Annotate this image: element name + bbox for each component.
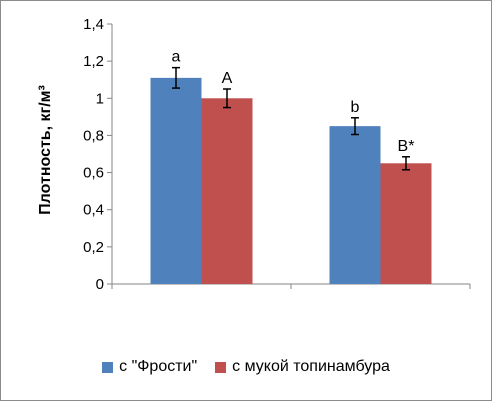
bar: [150, 77, 202, 284]
significance-label: A: [222, 70, 233, 87]
bars: [150, 77, 432, 285]
legend-item-topinambur: с мукой топинамбура: [215, 358, 390, 376]
y-tick-label: 0,6: [83, 165, 104, 182]
significance-label: a: [172, 49, 181, 66]
bar: [380, 163, 432, 284]
significance-label: b: [351, 99, 360, 116]
y-tick-label: 0,2: [83, 239, 104, 256]
significance-labels: a Ab B*: [172, 49, 415, 155]
y-tick-label: 0,8: [83, 127, 104, 144]
legend-swatch-frosty: [102, 361, 114, 373]
bar-chart: a Ab B* 0 0,2 0,4 0,6 0,8 1 1,2 1,4 Плотность, кг…: [37, 16, 471, 293]
legend-label-topinambur: с мукой топинамбура: [232, 358, 390, 375]
legend-item-frosty: с "Фрости": [102, 358, 197, 376]
bar: [329, 126, 381, 285]
bar: [201, 98, 253, 285]
y-tick-label: 1,2: [83, 53, 104, 70]
legend-swatch-topinambur: [215, 361, 227, 373]
significance-label: B*: [398, 138, 415, 155]
error-bars: [172, 66, 410, 171]
y-tick-label: 0: [96, 276, 104, 293]
y-axis-label: Плотность, кг/м³: [37, 85, 54, 215]
y-tick-label: 1,4: [83, 16, 104, 33]
legend-label-frosty: с "Фрости": [119, 358, 198, 375]
y-ticks: 0 0,2 0,4 0,6 0,8 1 1,2 1,4: [83, 16, 112, 293]
legend: с "Фрости" с мукой топинамбура: [0, 358, 492, 376]
y-tick-label: 1: [96, 90, 104, 107]
y-tick-label: 0,4: [83, 202, 104, 219]
